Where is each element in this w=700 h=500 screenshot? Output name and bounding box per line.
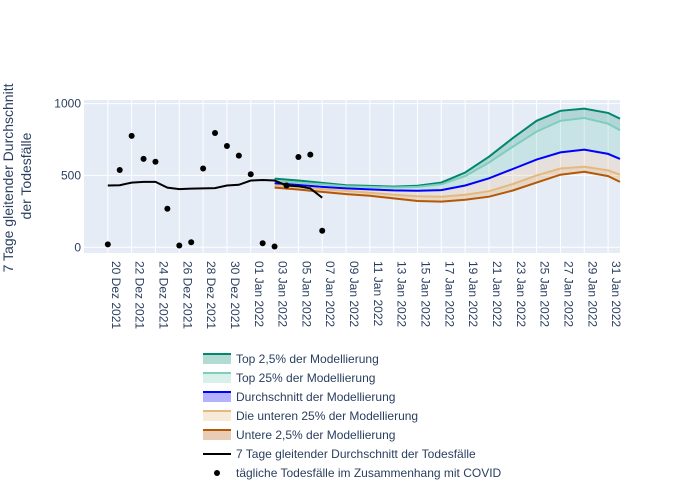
daily-point <box>212 130 219 137</box>
daily-points <box>104 130 326 250</box>
y-tick-label: 500 <box>61 168 81 182</box>
daily-point <box>295 154 302 161</box>
legend-swatch <box>203 430 231 440</box>
series-line-bottom-2-5 <box>274 170 621 203</box>
x-tick-label: 31 Jan 2022 <box>609 261 623 327</box>
x-tick-label: 24 Dez 2021 <box>156 261 170 329</box>
legend-label: Die unteren 25% der Modellierung <box>236 409 418 423</box>
legend-swatch <box>203 392 231 402</box>
x-tick-label: 11 Jan 2022 <box>371 261 385 326</box>
daily-point <box>104 241 111 248</box>
x-tick-label: 26 Dez 2021 <box>180 261 194 329</box>
daily-point <box>319 227 326 234</box>
legend-swatch <box>203 354 231 364</box>
daily-point <box>271 243 278 250</box>
x-axis-ticks: 20 Dez 2021 22 Dez 2021 24 Dez 2021 26 Dez … <box>109 261 623 329</box>
x-tick-label: 25 Jan 2022 <box>538 261 552 327</box>
daily-point <box>140 155 147 162</box>
legend-item-top-2-5[interactable]: Top 2,5% der Modellierung <box>203 352 379 366</box>
daily-point <box>200 165 207 172</box>
daily-point <box>259 240 266 247</box>
x-tick-label: 01 Jan 2022 <box>252 261 266 327</box>
x-tick-label: 19 Jan 2022 <box>466 261 480 327</box>
legend-label: Top 25% der Modellierung <box>236 371 375 385</box>
band-top-2-5 <box>274 108 620 188</box>
legend-swatch <box>214 470 220 476</box>
legend: Top 2,5% der Modellierung Top 25% der Mod… <box>203 352 502 480</box>
daily-point <box>223 142 230 149</box>
daily-point <box>128 132 135 139</box>
x-tick-label: 23 Jan 2022 <box>514 261 528 327</box>
series-line-mean <box>274 148 621 192</box>
band-top-25 <box>274 118 620 191</box>
y-axis-ticks: 0 500 1000 <box>54 97 81 255</box>
series-line-top-2-5 <box>274 107 621 188</box>
x-tick-label: 03 Jan 2022 <box>276 261 290 327</box>
x-tick-label: 13 Jan 2022 <box>395 261 409 327</box>
daily-point <box>164 205 171 212</box>
x-tick-label: 05 Jan 2022 <box>299 261 313 327</box>
y-tick-label: 0 <box>74 240 81 254</box>
x-tick-label: 28 Dez 2021 <box>204 261 218 329</box>
legend-item-rolling[interactable]: 7 Tage gleitender Durchschnitt der Todes… <box>203 447 476 461</box>
legend-item-top-25[interactable]: Top 25% der Modellierung <box>203 371 375 385</box>
series-lines <box>107 107 621 203</box>
legend-item-bottom-25[interactable]: Die unteren 25% der Modellierung <box>203 409 418 423</box>
x-tick-label: 22 Dez 2021 <box>133 261 147 329</box>
y-axis-title: 7 Tage gleitender Durchschnitt der Todes… <box>0 80 34 273</box>
legend-label: tägliche Todesfälle im Zusammenhang mit … <box>236 466 502 480</box>
daily-point <box>247 171 254 178</box>
series-line-top-25 <box>274 116 621 189</box>
legend-swatch <box>203 373 231 383</box>
daily-point <box>188 239 195 246</box>
legend-label: Durchschnitt der Modellierung <box>236 390 395 404</box>
x-tick-label: 17 Jan 2022 <box>442 261 456 327</box>
x-tick-label: 09 Jan 2022 <box>347 261 361 327</box>
daily-point <box>307 151 314 158</box>
x-tick-label: 21 Jan 2022 <box>490 261 504 327</box>
daily-point <box>152 158 159 165</box>
x-tick-label: 29 Jan 2022 <box>585 261 599 327</box>
x-tick-label: 20 Dez 2021 <box>109 261 123 329</box>
x-tick-label: 15 Jan 2022 <box>419 261 433 327</box>
daily-point <box>283 182 290 189</box>
series-line-bottom-25 <box>274 165 621 198</box>
y-tick-label: 1000 <box>54 97 81 111</box>
daily-point <box>176 242 183 249</box>
daily-point <box>235 152 242 159</box>
daily-point <box>116 166 123 173</box>
legend-item-daily[interactable]: tägliche Todesfälle im Zusammenhang mit … <box>214 466 502 480</box>
legend-item-mean[interactable]: Durchschnitt der Modellierung <box>203 390 395 404</box>
x-tick-label: 07 Jan 2022 <box>323 261 337 327</box>
legend-label: 7 Tage gleitender Durchschnitt der Todes… <box>236 447 476 461</box>
x-tick-label: 30 Dez 2021 <box>228 261 242 329</box>
legend-label: Untere 2,5% der Modellierung <box>236 428 395 442</box>
legend-swatch <box>203 411 231 421</box>
legend-label: Top 2,5% der Modellierung <box>236 352 379 366</box>
legend-item-bottom-2-5[interactable]: Untere 2,5% der Modellierung <box>203 428 395 442</box>
x-tick-label: 27 Jan 2022 <box>561 261 575 327</box>
